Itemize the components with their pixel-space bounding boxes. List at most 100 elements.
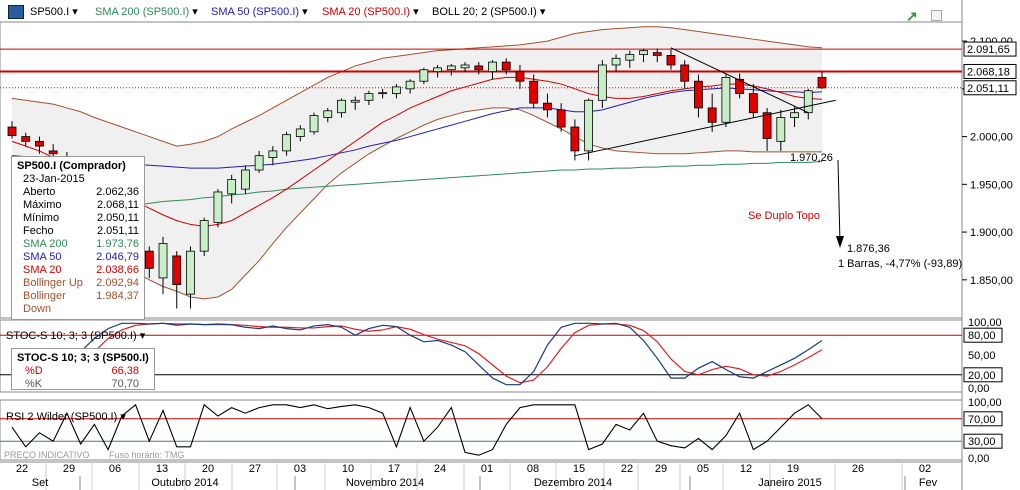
rsi-tick-label: 30,00 <box>968 436 996 448</box>
candle-body <box>501 61 511 71</box>
candle-body <box>762 112 772 139</box>
month-label: Set <box>32 477 49 489</box>
legend-row: SMA 50 2.046,79 <box>17 251 139 264</box>
bollinger-up-line <box>11 26 823 147</box>
stoch-k-line <box>11 322 823 386</box>
candle-body <box>652 52 662 56</box>
date-tick-label: 08 <box>527 463 539 475</box>
candle-body <box>639 50 648 55</box>
legend-row-label: Bollinger Down <box>23 290 66 315</box>
candle-body <box>803 90 813 114</box>
candle-body <box>392 86 401 95</box>
bollinger-band-fill <box>12 26 822 299</box>
candle-body <box>419 69 429 82</box>
candle-body <box>446 65 456 71</box>
candle-body <box>735 78 745 95</box>
legend-row-label: Aberto <box>23 186 56 198</box>
rsi-tick-label: 70,00 <box>968 414 996 426</box>
legend-row-label: SMA 50 <box>23 251 62 263</box>
legend-row-label: Fecho <box>23 225 54 237</box>
candle-body <box>694 80 703 109</box>
series-selector-sma200[interactable]: SMA 200 (SP500.I) ▾ <box>95 6 198 18</box>
target-arrow-head <box>836 236 844 248</box>
month-label: Fev <box>919 477 938 489</box>
candle-body <box>364 93 374 101</box>
price-marker-box <box>963 41 1017 57</box>
series-selector-sp500[interactable]: SP500.I ▾ <box>30 6 78 18</box>
sma200-line <box>11 160 823 224</box>
low-value-label: 1.970,26 <box>790 152 833 164</box>
price-tick-label: 1.900,00 <box>970 227 1013 239</box>
date-tick-label: 13 <box>156 463 168 475</box>
candle-body <box>35 140 44 147</box>
date-tick-label: 24 <box>434 463 446 475</box>
date-tick-label: 01 <box>481 463 493 475</box>
candle-body <box>680 64 690 82</box>
candle-body <box>515 71 525 82</box>
stoch-legend: STOC-S 10; 3; 3 (SP500.I) %D 66,38 %K 70,7… <box>11 348 155 390</box>
month-label: Dezembro 2014 <box>534 477 612 489</box>
sma50-line <box>11 87 823 169</box>
candle-body <box>48 150 58 155</box>
month-label: Outubro 2014 <box>151 477 218 489</box>
series-selector-sma50[interactable]: SMA 50 (SP500.I) ▾ <box>211 6 308 18</box>
candle-body <box>597 64 607 101</box>
series-selector-sma20[interactable]: SMA 20 (SP500.I) ▾ <box>322 6 419 18</box>
date-tick-label: 27 <box>249 463 261 475</box>
window-restore-icon[interactable] <box>931 10 942 21</box>
date-tick-label: 22 <box>16 463 28 475</box>
candle-body <box>7 126 17 137</box>
stoch-legend-title: STOC-S 10; 3; 3 (SP500.I) <box>17 352 149 364</box>
stoch-tick-box <box>963 367 1003 383</box>
rsi-line <box>11 403 823 456</box>
legend-row-value: 2.092,94 <box>96 277 139 289</box>
footer-timezone: Fuso horário: TMG <box>109 450 185 460</box>
candle-body <box>240 169 250 190</box>
date-tick-label: 29 <box>63 463 75 475</box>
stoch-title[interactable]: STOC-S 10; 3; 3 (SP500.I) ▾ <box>6 330 146 342</box>
candle-body <box>227 179 237 195</box>
legend-row-value: 2.046,79 <box>96 251 139 263</box>
stoch-k-label: %K <box>25 378 43 390</box>
candle-body <box>158 243 168 279</box>
stoch-tick-label: 50,00 <box>968 350 996 362</box>
legend-row-value: 2.050,11 <box>96 212 139 224</box>
candle-body <box>474 65 484 71</box>
candle-body <box>309 115 319 133</box>
date-tick-label: 03 <box>294 463 306 475</box>
rsi-title[interactable]: RSI 2 Wilder (SP500.I) ▾ <box>6 411 126 423</box>
trend-arrow-icon[interactable]: ↗ <box>906 8 918 24</box>
date-tick-label: 19 <box>787 463 799 475</box>
stoch-d-label: %D <box>25 365 43 377</box>
legend-row: Fecho 2.051,11 <box>17 225 139 238</box>
target-detail-label: 1 Barras, -4,77% (-93,89) <box>838 258 962 270</box>
chart-header: SP500.I ▾ SMA 200 (SP500.I) ▾ SMA 50 (SP… <box>0 0 960 24</box>
stoch-tick-label: 80,00 <box>968 330 996 342</box>
legend-row-value: 2.068,11 <box>96 199 139 211</box>
candle-body <box>268 150 278 158</box>
candle-body <box>625 54 635 61</box>
rsi-tick-box <box>963 411 1003 427</box>
legend-date: 23-Jan-2015 <box>23 173 85 185</box>
candle-body <box>707 107 717 123</box>
legend-row: Mínimo 2.050,11 <box>17 212 139 225</box>
candle-body <box>350 99 360 103</box>
date-tick-label: 06 <box>109 463 121 475</box>
candle-body <box>543 102 552 111</box>
candle-body <box>488 61 497 73</box>
candle-body <box>172 255 182 285</box>
candle-body <box>186 250 195 295</box>
target-arrow-line <box>837 159 841 245</box>
legend-row: SMA 20 2.038,66 <box>17 264 139 277</box>
candle-body <box>584 99 594 152</box>
candle-body <box>611 57 621 66</box>
date-tick-label: 20 <box>202 463 214 475</box>
candle-body <box>460 64 470 69</box>
trendline-lower <box>574 99 836 157</box>
legend-row: Máximo 2.068,11 <box>17 199 139 212</box>
series-selector-boll[interactable]: BOLL 20; 2 (SP500.I) ▾ <box>432 6 546 18</box>
sp500-logo-icon <box>8 5 24 19</box>
stoch-tick-box <box>963 327 1003 343</box>
candle-body <box>721 76 731 123</box>
